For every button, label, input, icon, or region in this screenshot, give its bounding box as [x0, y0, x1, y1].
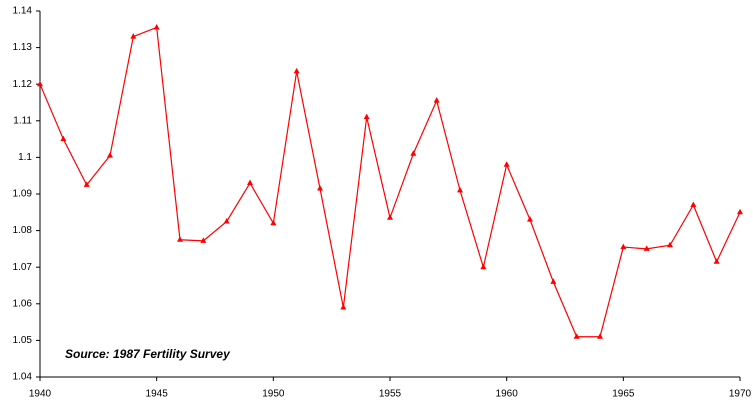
y-tick-label: 1.09: [13, 189, 33, 200]
marker: [60, 135, 67, 142]
marker: [573, 333, 580, 339]
y-tick-label: 1.07: [13, 262, 33, 273]
marker: [667, 241, 673, 248]
marker: [130, 33, 137, 39]
marker: [643, 245, 650, 251]
marker: [597, 333, 603, 339]
marker: [387, 214, 393, 220]
marker: [550, 278, 557, 284]
marker: [153, 23, 160, 30]
y-tick-label: 1.04: [13, 372, 33, 383]
marker: [410, 150, 417, 156]
y-tick-label: 1.14: [13, 6, 33, 17]
marker: [363, 113, 370, 120]
x-tick-label: 1940: [29, 389, 52, 400]
x-tick-label: 1965: [612, 389, 635, 400]
marker: [480, 263, 487, 270]
y-tick-label: 1.11: [13, 115, 32, 126]
marker: [200, 237, 207, 243]
line: [39, 26, 741, 338]
marker: [503, 161, 510, 167]
marker: [713, 258, 720, 264]
y-tick-label: 1.08: [13, 225, 33, 236]
marker: [83, 181, 90, 187]
y-tick-label: 1.05: [13, 335, 33, 346]
marker: [270, 219, 277, 226]
marker: [317, 185, 323, 191]
marker: [620, 243, 627, 250]
y-tick-label: 1.13: [13, 42, 33, 53]
marker: [737, 208, 743, 215]
marker: [177, 236, 183, 242]
y-tick-label: 1.12: [13, 79, 33, 90]
x-tick-label: 1960: [496, 389, 519, 400]
marker: [527, 216, 533, 222]
marker: [457, 186, 463, 193]
marker: [223, 217, 230, 224]
x-tick-label: 1945: [146, 389, 169, 400]
y-tick-label: 1.06: [13, 298, 33, 309]
marker: [293, 67, 300, 74]
annotation: Source: 1987 Fertility Survey: [65, 347, 231, 361]
x-tick-label: 1955: [379, 389, 402, 400]
marker: [37, 80, 43, 87]
y-tick-label: 1.1: [18, 152, 32, 163]
x-tick-label: 1950: [262, 389, 285, 400]
marker: [107, 152, 113, 158]
x-tick-label: 1970: [729, 389, 752, 400]
marker: [690, 201, 697, 207]
marker: [247, 179, 253, 186]
marker: [433, 97, 440, 103]
marker: [340, 303, 347, 310]
